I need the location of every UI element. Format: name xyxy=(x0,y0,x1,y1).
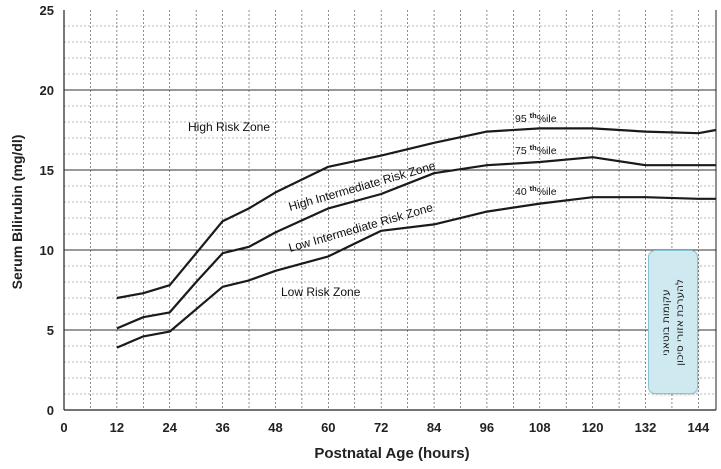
x-tick-label: 144 xyxy=(688,420,710,435)
axes xyxy=(63,10,717,411)
x-tick-label: 96 xyxy=(480,420,494,435)
percentile-label-40: 40 th%ile xyxy=(515,184,557,198)
hebrew-note-box: עקומות בוטאני להערכת אזורי סיכון xyxy=(648,250,698,394)
zone-label-low-risk: Low Risk Zone xyxy=(281,285,361,299)
x-tick-label: 24 xyxy=(162,420,177,435)
percentile-label-75: 75 th%ile xyxy=(515,143,557,157)
y-tick-label: 15 xyxy=(40,163,54,178)
x-tick-label: 48 xyxy=(268,420,282,435)
y-tick-label: 0 xyxy=(47,403,54,418)
percentile-label-95: 95 th%ile xyxy=(515,111,557,125)
x-tick-label: 120 xyxy=(582,420,604,435)
x-tick-label: 12 xyxy=(110,420,124,435)
y-tick-label: 5 xyxy=(47,323,54,338)
x-tick-label: 84 xyxy=(427,420,442,435)
hebrew-note-text: עקומות בוטאני להערכת אזורי סיכון xyxy=(660,278,686,366)
percentile-curves xyxy=(116,127,717,349)
x-axis-title: Postnatal Age (hours) xyxy=(314,445,469,462)
x-tick-label: 60 xyxy=(321,420,335,435)
y-axis-title: Serum Bilirubin (mg/dl) xyxy=(9,135,25,290)
y-tick-label: 20 xyxy=(40,83,54,98)
x-tick-label: 72 xyxy=(374,420,388,435)
x-tick-label: 108 xyxy=(529,420,551,435)
x-tick-label: 36 xyxy=(215,420,229,435)
x-tick-label: 0 xyxy=(60,420,67,435)
percentile-75-curve xyxy=(116,156,716,330)
grid xyxy=(64,10,716,410)
percentile-40-curve xyxy=(116,196,716,349)
zone-label-high-risk: High Risk Zone xyxy=(188,120,270,134)
y-tick-labels: 0 5 10 15 20 25 xyxy=(40,3,54,418)
percentile-95-curve xyxy=(116,127,717,300)
x-tick-label: 132 xyxy=(635,420,657,435)
y-tick-label: 10 xyxy=(40,243,54,258)
y-tick-label: 25 xyxy=(40,3,54,18)
x-tick-labels: 0 12 24 36 48 60 72 84 96 108 120 132 144 xyxy=(60,420,710,435)
